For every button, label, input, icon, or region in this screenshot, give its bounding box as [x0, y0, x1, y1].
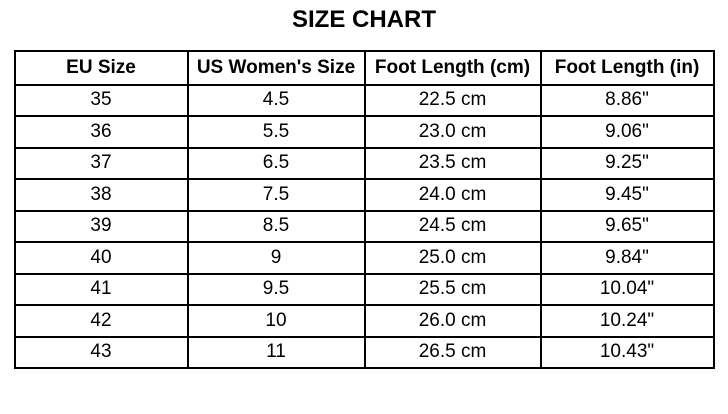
table-cell: 23.5 cm: [363, 146, 542, 181]
table-cell: 26.0 cm: [363, 304, 542, 338]
page-title: SIZE CHART: [292, 6, 436, 33]
table-cell: 38: [13, 178, 189, 212]
table-cell: 24.0 cm: [363, 178, 542, 212]
table-row: 35 4.5 22.5 cm 8.86": [13, 83, 715, 118]
table-row: 38 7.5 24.0 cm 9.45": [13, 178, 715, 212]
table-row: 42 10 26.0 cm 10.24": [13, 304, 715, 338]
size-chart-table: EU Size US Women's Size Foot Length (cm) Fo…: [13, 49, 715, 370]
table-cell: 43: [13, 335, 189, 370]
table-cell: 40: [13, 241, 189, 275]
table-cell: 9.06": [539, 115, 715, 149]
table-cell: 24.5 cm: [363, 209, 542, 244]
table-cell: 22.5 cm: [363, 83, 542, 118]
size-table-body: 35 4.5 22.5 cm 8.86" 36 5.5 23.0 cm 9.06" 37 6.5 2…: [13, 83, 715, 370]
table-row: 37 6.5 23.5 cm 9.25": [13, 146, 715, 181]
table-cell: 10.43": [539, 335, 715, 370]
column-header: Foot Length (cm): [363, 49, 542, 86]
table-cell: 4.5: [186, 83, 366, 118]
size-chart-page: SIZE CHART EU Size US Women's Size Foot Le…: [0, 6, 728, 370]
table-cell: 26.5 cm: [363, 335, 542, 370]
table-cell: 7.5: [186, 178, 366, 212]
table-row: 39 8.5 24.5 cm 9.65": [13, 209, 715, 244]
table-cell: 9.45": [539, 178, 715, 212]
table-cell: 9: [186, 241, 366, 275]
table-row: 41 9.5 25.5 cm 10.04": [13, 272, 715, 307]
table-cell: 23.0 cm: [363, 115, 542, 149]
table-cell: 37: [13, 146, 189, 181]
table-cell: 10.24": [539, 304, 715, 338]
table-cell: 6.5: [186, 146, 366, 181]
column-header: US Women's Size: [186, 49, 366, 86]
table-cell: 9.84": [539, 241, 715, 275]
table-cell: 9.5: [186, 272, 366, 307]
table-cell: 9.25": [539, 146, 715, 181]
table-header-row: EU Size US Women's Size Foot Length (cm) Fo…: [13, 49, 715, 86]
table-cell: 42: [13, 304, 189, 338]
table-cell: 10: [186, 304, 366, 338]
table-cell: 41: [13, 272, 189, 307]
column-header: EU Size: [13, 49, 189, 86]
table-cell: 5.5: [186, 115, 366, 149]
table-cell: 9.65": [539, 209, 715, 244]
table-cell: 25.5 cm: [363, 272, 542, 307]
table-row: 36 5.5 23.0 cm 9.06": [13, 115, 715, 149]
table-cell: 8.5: [186, 209, 366, 244]
table-cell: 35: [13, 83, 189, 118]
table-cell: 10.04": [539, 272, 715, 307]
table-row: 43 11 26.5 cm 10.43": [13, 335, 715, 370]
table-cell: 39: [13, 209, 189, 244]
table-cell: 8.86": [539, 83, 715, 118]
column-header: Foot Length (in): [539, 49, 715, 86]
table-cell: 25.0 cm: [363, 241, 542, 275]
table-cell: 36: [13, 115, 189, 149]
table-cell: 11: [186, 335, 366, 370]
table-row: 40 9 25.0 cm 9.84": [13, 241, 715, 275]
